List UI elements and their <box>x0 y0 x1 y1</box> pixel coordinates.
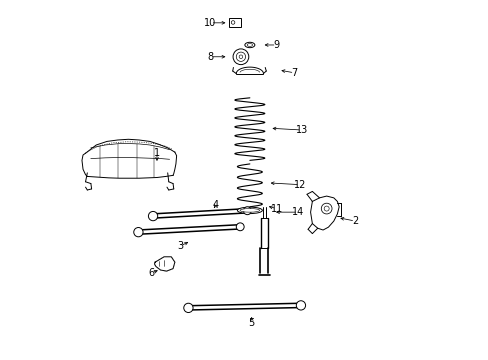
Text: 2: 2 <box>351 216 358 226</box>
FancyBboxPatch shape <box>229 18 241 27</box>
Text: 14: 14 <box>291 207 304 217</box>
Circle shape <box>236 223 244 231</box>
Text: 11: 11 <box>270 203 282 213</box>
Ellipse shape <box>237 207 262 213</box>
Text: 5: 5 <box>248 318 254 328</box>
Circle shape <box>243 207 251 215</box>
Polygon shape <box>154 257 175 271</box>
Text: 4: 4 <box>212 200 219 210</box>
Text: 1: 1 <box>154 148 160 158</box>
Text: 7: 7 <box>291 68 297 78</box>
Circle shape <box>233 49 248 64</box>
Text: 13: 13 <box>295 125 307 135</box>
Circle shape <box>231 21 234 24</box>
Ellipse shape <box>244 42 254 48</box>
Circle shape <box>236 52 245 62</box>
Text: 10: 10 <box>204 18 216 28</box>
Text: 12: 12 <box>293 180 305 190</box>
Circle shape <box>148 211 157 221</box>
Text: 9: 9 <box>273 40 279 50</box>
Text: 8: 8 <box>207 52 213 62</box>
Circle shape <box>324 206 328 211</box>
Text: 6: 6 <box>148 268 154 278</box>
Ellipse shape <box>240 208 259 212</box>
Ellipse shape <box>246 44 252 46</box>
Text: 3: 3 <box>177 241 183 251</box>
Circle shape <box>321 203 331 214</box>
Circle shape <box>183 303 193 312</box>
Circle shape <box>296 301 305 310</box>
Circle shape <box>239 55 242 59</box>
Circle shape <box>134 228 143 237</box>
